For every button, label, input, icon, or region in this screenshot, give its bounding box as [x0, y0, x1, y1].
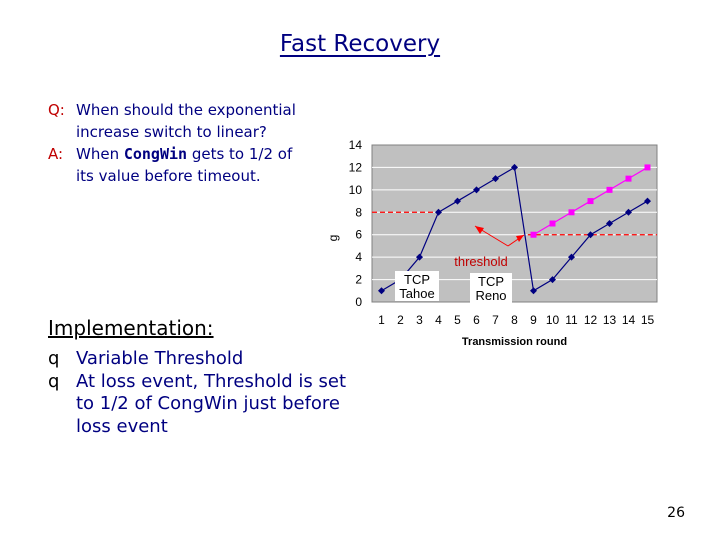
tahoe-data-point: [416, 253, 423, 261]
tahoe-data-point: [644, 197, 651, 205]
tahoe-data-point: [454, 197, 461, 205]
tahoe-data-point: [625, 208, 632, 216]
tahoe-data-point: [606, 220, 613, 227]
reno-data-point: [606, 186, 613, 193]
reno-label: Reno: [475, 288, 506, 303]
list-item-text: Variable Threshold: [76, 348, 244, 369]
list-item: q Variable Threshold: [48, 348, 348, 371]
y-tick-label: 2: [355, 273, 362, 287]
x-tick-label: 4: [435, 313, 442, 327]
threshold-label: threshold: [454, 254, 507, 269]
tahoe-label: TCP: [404, 272, 430, 287]
reno-data-point: [568, 209, 575, 216]
y-tick-label: 14: [349, 138, 363, 152]
slide-number: 26: [667, 505, 685, 521]
x-axis-label: Transmission round: [462, 336, 567, 348]
answer: A: When CongWin gets to 1/2 of its value…: [48, 143, 308, 187]
tahoe-data-point: [473, 186, 480, 194]
tahoe-label: Tahoe: [399, 286, 434, 301]
x-tick-label: 11: [565, 313, 578, 327]
x-tick-label: 5: [454, 313, 461, 327]
y-tick-label: 12: [349, 160, 363, 174]
tahoe-data-point: [435, 208, 442, 216]
reno-label-box: [470, 273, 512, 303]
implementation-list: q Variable Threshold q At loss event, Th…: [48, 348, 348, 438]
question-text: When should the exponential increase swi…: [76, 101, 296, 141]
y-axis-label-fragment: g: [326, 235, 340, 242]
reno-data-point: [587, 198, 594, 205]
tahoe-label-box: [395, 271, 439, 301]
answer-text-after: gets to 1/2 of its value before timeout.: [76, 145, 293, 185]
implementation-heading: Implementation:: [48, 316, 214, 340]
list-item: q At loss event, Threshold is set to 1/2…: [48, 371, 348, 439]
x-tick-label: 15: [641, 313, 655, 327]
reno-label: TCP: [478, 274, 504, 289]
tahoe-data-point: [378, 287, 385, 295]
answer-text-before: When: [76, 145, 124, 163]
tahoe-data-point: [492, 175, 499, 183]
question: Q: When should the exponential increase …: [48, 99, 308, 143]
tahoe-data-point: [568, 253, 575, 261]
x-tick-label: 8: [511, 313, 518, 327]
x-tick-label: 14: [622, 313, 636, 327]
y-tick-label: 4: [355, 250, 362, 264]
bullet-mark: q: [48, 370, 60, 392]
list-item-text: At loss event, Threshold is set to 1/2 o…: [76, 370, 347, 437]
y-tick-label: 0: [355, 295, 362, 309]
y-tick-label: 6: [355, 228, 362, 242]
tahoe-data-point: [549, 276, 556, 284]
tahoe-data-point: [530, 287, 537, 295]
reno-data-point: [549, 220, 556, 227]
qa-block: Q: When should the exponential increase …: [48, 99, 308, 187]
threshold-arrowhead: [516, 235, 524, 242]
x-tick-label: 1: [378, 313, 385, 327]
x-tick-label: 10: [546, 313, 560, 327]
tahoe-data-point: [587, 231, 594, 239]
x-tick-label: 3: [416, 313, 423, 327]
question-prefix: Q:: [48, 101, 65, 119]
bullet-mark: q: [48, 348, 60, 369]
threshold-arrowhead: [475, 226, 484, 234]
y-tick-label: 10: [349, 183, 363, 197]
answer-prefix: A:: [48, 145, 64, 163]
x-tick-label: 9: [530, 313, 537, 327]
reno-data-point: [625, 175, 632, 182]
answer-code-congwin: CongWin: [123, 145, 188, 163]
tahoe-data-point: [511, 163, 518, 171]
x-tick-label: 13: [603, 313, 617, 327]
reno-data-point: [644, 164, 651, 171]
y-tick-label: 8: [355, 205, 362, 219]
x-tick-label: 12: [584, 313, 598, 327]
x-tick-label: 6: [473, 313, 480, 327]
x-tick-label: 2: [397, 313, 404, 327]
reno-data-point: [530, 231, 537, 238]
x-tick-label: 7: [492, 313, 499, 327]
slide-title: Fast Recovery: [279, 31, 441, 57]
